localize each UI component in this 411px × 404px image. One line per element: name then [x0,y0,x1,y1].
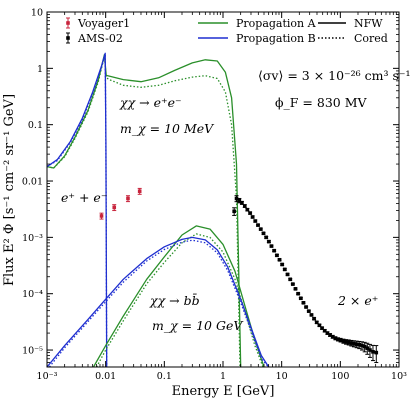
ams-point [250,215,255,219]
ams-point [306,309,311,313]
ams-point [367,343,372,358]
series-line-7 [48,239,270,367]
annotation-ee-channel: χχ → e⁺e⁻ [119,95,182,110]
x-tick-label: 100 [331,371,349,382]
ams-point [288,277,293,282]
voyager-point [99,212,104,220]
curves-layer [47,52,270,367]
axis-ticks: 10⁻³ 0.01 0.1 1 10 100 10³ 10⁻⁵ 10⁻⁴ 10⁻³ 0.01 0.1 1… [22,8,407,383]
legend-label: NFW [354,17,383,30]
x-tick-label: 1 [220,371,226,382]
ams-point [277,257,282,262]
y-tick-label: 10⁻⁴ [22,289,43,300]
ams-point [245,207,250,212]
ams-point [374,345,379,364]
legend-item: Propagation A [198,17,317,30]
ams-point [290,282,295,286]
ams-point [282,267,287,272]
y-tick-label: 0.1 [28,120,43,131]
annotation-voyager-label: e⁺ + e⁻ [61,190,107,205]
ams-point [272,248,277,253]
y-tick-label: 10 [31,8,43,19]
ams-point [365,342,370,355]
legend-item: Propagation B [198,32,316,45]
ams-point [269,244,274,248]
ams-point [304,305,309,309]
ams-point [301,300,306,305]
ams-point [274,253,279,258]
legend-item: Cored [318,32,388,45]
y-tick-label: 0.01 [22,177,43,188]
ams-point [256,223,261,227]
x-tick-label: 10³ [391,371,407,382]
ams-point [293,287,298,291]
legend-item: AMS-02 [66,32,123,45]
ams-point [359,341,364,351]
x-tick-label: 10⁻³ [37,371,58,382]
annotation-bb-mass: m_χ = 10 GeV [152,318,244,333]
data-points-layer [99,187,379,364]
y-axis-title: Flux E² Φ [s⁻¹ cm⁻² sr⁻¹ GeV] [2,94,17,286]
ams-point [239,200,244,205]
legend-label: Propagation B [236,32,316,45]
annotation-sigma-v: ⟨σv⟩ = 3 × 10⁻²⁶ cm³ s⁻¹ [258,68,411,83]
ams-point [314,320,319,325]
legend-label: Voyager1 [77,17,130,30]
y-tick-label: 1 [37,64,43,75]
ams-point [285,272,290,277]
legend: Voyager1 Propagation A NFW AMS-02 Propagatio… [66,17,388,45]
legend-item: NFW [318,17,383,30]
annotation-ee-mass: m_χ = 10 MeV [120,121,215,136]
x-tick-label: 10 [276,371,288,382]
ams-point [309,313,314,317]
series-line-4 [92,225,265,367]
annotation-phi-f: ϕ_F = 830 MV [275,95,367,110]
ams-point [232,207,237,216]
legend-item: Voyager1 [66,17,130,30]
ams-point [258,227,263,231]
x-tick-label: 0.1 [157,371,172,382]
ams-point [248,211,253,215]
voyager-point [112,204,117,212]
ams-point [237,197,242,204]
annotation-ams-label: 2 × e⁺ [337,293,378,308]
y-tick-label: 10⁻⁵ [22,346,43,357]
legend-marker [66,21,70,25]
ams-point [312,316,317,321]
x-axis-title: Energy E [GeV] [172,384,275,399]
series-line-1 [47,55,241,367]
y-tick-label: 10⁻³ [22,233,43,244]
legend-label: AMS-02 [77,32,123,45]
legend-label: Cored [354,32,388,45]
ams-point [298,296,303,301]
ams-point [266,239,271,244]
voyager-point [125,195,130,203]
legend-marker [66,36,70,40]
ams-point [362,341,367,353]
series-line-6 [47,236,270,367]
series-line-3 [47,53,108,367]
ams-point [264,235,269,240]
annotation-bb-channel: χχ → bb̄ [149,292,200,308]
legend-label: Propagation A [236,17,317,30]
ams-point [242,204,247,208]
ams-point [296,291,301,296]
ams-point [320,326,325,330]
ams-point [280,262,285,267]
ams-point [261,231,266,236]
ams-point [253,219,258,223]
x-tick-label: 0.01 [95,371,116,382]
voyager-point [137,187,142,195]
